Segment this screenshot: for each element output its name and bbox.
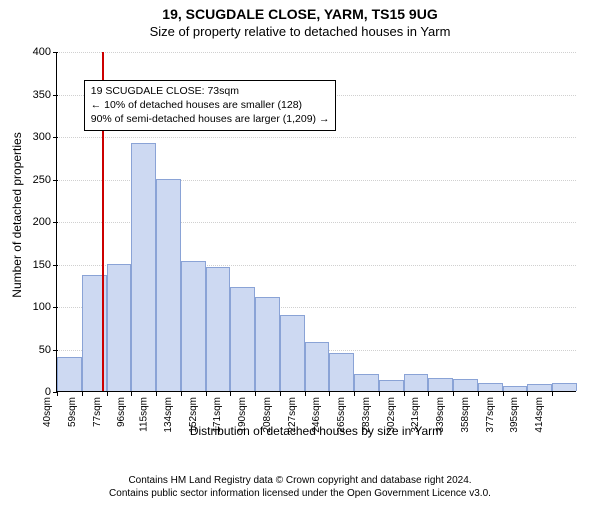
annotation-line: 19 SCUGDALE CLOSE: 73sqm	[91, 84, 330, 98]
y-tick-label: 350	[33, 89, 57, 101]
footer-attribution: Contains HM Land Registry data © Crown c…	[0, 474, 600, 500]
y-tick-label: 400	[33, 46, 57, 58]
x-tick-mark	[280, 391, 281, 396]
histogram-bar	[379, 380, 404, 391]
histogram-bar	[478, 383, 503, 392]
annotation-line: 90% of semi-detached houses are larger (…	[91, 112, 330, 126]
x-axis-label: Distribution of detached houses by size …	[56, 424, 576, 438]
histogram-bar	[181, 261, 206, 391]
x-tick-mark	[552, 391, 553, 396]
x-tick-mark	[379, 391, 380, 396]
y-tick-label: 50	[39, 344, 57, 356]
x-tick-mark	[428, 391, 429, 396]
histogram-bar	[230, 287, 255, 391]
annotation-line: ← 10% of detached houses are smaller (12…	[91, 98, 330, 112]
histogram-bar	[428, 378, 453, 391]
histogram-bar	[131, 143, 156, 391]
histogram-bar	[453, 379, 478, 391]
histogram-bar	[156, 179, 181, 391]
y-tick-label: 100	[33, 301, 57, 313]
y-tick-label: 250	[33, 174, 57, 186]
histogram-bar	[329, 353, 354, 391]
gridline	[57, 52, 576, 53]
x-tick-mark	[305, 391, 306, 396]
histogram-bar	[280, 315, 305, 392]
x-tick-mark	[503, 391, 504, 396]
y-tick-label: 300	[33, 131, 57, 143]
gridline	[57, 137, 576, 138]
x-tick-mark	[107, 391, 108, 396]
histogram-bar	[255, 297, 280, 391]
annotation-box: 19 SCUGDALE CLOSE: 73sqm← 10% of detache…	[84, 80, 337, 131]
x-tick-mark	[156, 391, 157, 396]
plot-region: 05010015020025030035040040sqm59sqm77sqm9…	[56, 52, 576, 392]
x-tick-mark	[354, 391, 355, 396]
x-tick-mark	[206, 391, 207, 396]
x-tick-label: 96sqm	[116, 397, 127, 427]
x-tick-label: 59sqm	[67, 397, 78, 427]
chart-area: 05010015020025030035040040sqm59sqm77sqm9…	[56, 52, 576, 432]
y-tick-label: 200	[33, 216, 57, 228]
histogram-bar	[305, 342, 330, 391]
x-tick-mark	[82, 391, 83, 396]
page-supertitle: 19, SCUGDALE CLOSE, YARM, TS15 9UG	[0, 6, 600, 22]
x-tick-mark	[404, 391, 405, 396]
x-tick-mark	[478, 391, 479, 396]
histogram-bar	[107, 264, 132, 392]
x-tick-label: 40sqm	[42, 397, 53, 427]
page-subtitle: Size of property relative to detached ho…	[0, 24, 600, 39]
x-tick-mark	[131, 391, 132, 396]
y-axis-label: Number of detached properties	[10, 132, 24, 297]
histogram-bar	[404, 374, 429, 391]
footer-line-2: Contains public sector information licen…	[0, 487, 600, 500]
histogram-bar	[354, 374, 379, 391]
x-tick-mark	[255, 391, 256, 396]
histogram-bar	[527, 384, 552, 391]
x-tick-mark	[453, 391, 454, 396]
x-tick-label: 77sqm	[92, 397, 103, 427]
x-tick-mark	[57, 391, 58, 396]
histogram-bar	[503, 386, 528, 391]
histogram-bar	[57, 357, 82, 391]
histogram-bar	[206, 267, 231, 391]
y-tick-label: 150	[33, 259, 57, 271]
x-tick-mark	[527, 391, 528, 396]
x-tick-mark	[329, 391, 330, 396]
x-tick-mark	[230, 391, 231, 396]
x-tick-mark	[181, 391, 182, 396]
histogram-bar	[552, 383, 577, 392]
footer-line-1: Contains HM Land Registry data © Crown c…	[0, 474, 600, 487]
